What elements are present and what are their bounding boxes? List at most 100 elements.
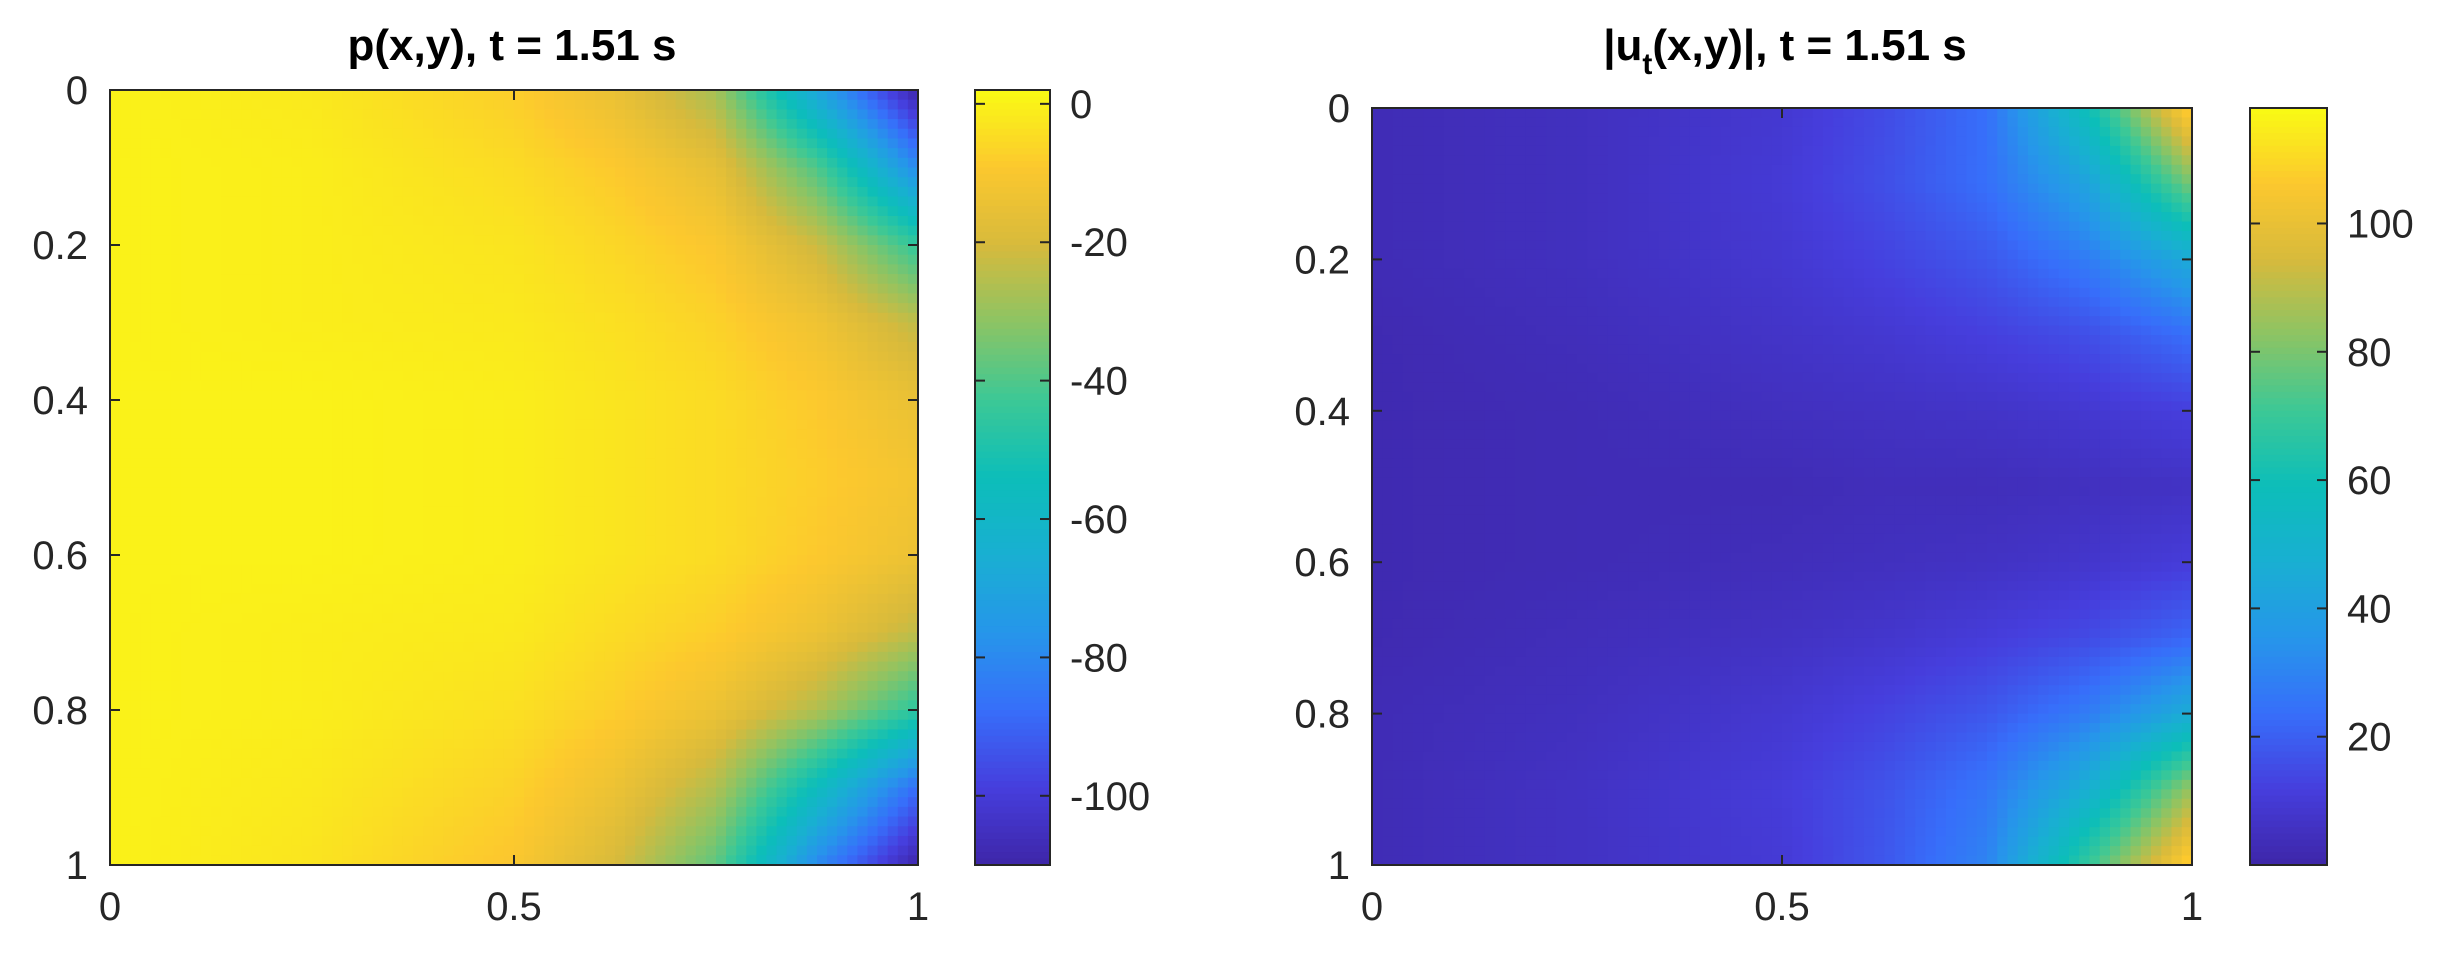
pressure-heatmap-cell — [190, 632, 202, 643]
pressure-heatmap-cell — [322, 264, 333, 275]
pressure-heatmap-cell — [584, 467, 596, 479]
pressure-heatmap-cell — [695, 506, 707, 517]
pressure-heatmap-cell — [443, 603, 454, 614]
pressure-heatmap-cell — [726, 293, 737, 304]
pressure-heatmap-cell — [776, 351, 788, 362]
pressure-heatmap-cell — [837, 361, 848, 372]
pressure-heatmap-cell — [150, 680, 162, 692]
pressure-heatmap-cell — [615, 487, 626, 498]
pressure-heatmap-cell — [817, 642, 828, 653]
pressure-heatmap-cell — [887, 322, 899, 333]
pressure-heatmap-cell — [887, 351, 899, 362]
pressure-heatmap-cell — [685, 642, 697, 653]
pressure-heatmap-cell — [503, 312, 515, 324]
pressure-heatmap-cell — [110, 235, 121, 246]
pressure-heatmap-cell — [443, 167, 454, 178]
pressure-heatmap-cell — [473, 206, 485, 217]
pressure-heatmap-cell — [756, 99, 768, 110]
pressure-heatmap-cell — [271, 99, 283, 110]
pressure-heatmap-cell — [756, 477, 768, 488]
pressure-heatmap-cell — [433, 196, 444, 207]
pressure-heatmap-cell — [524, 264, 535, 275]
pressure-heatmap-cell — [221, 487, 232, 498]
pressure-heatmap-cell — [251, 99, 263, 110]
pressure-heatmap-cell — [796, 293, 808, 304]
pressure-heatmap-cell — [261, 351, 273, 362]
pressure-heatmap-cell — [756, 506, 768, 517]
pressure-heatmap-cell — [685, 584, 697, 595]
pressure-heatmap-cell — [402, 254, 414, 265]
pressure-heatmap-cell — [281, 264, 293, 275]
pressure-heatmap-cell — [806, 90, 818, 101]
pressure-heatmap-cell — [615, 99, 626, 110]
pressure-heatmap-cell — [736, 622, 747, 634]
pressure-heatmap-cell — [241, 496, 252, 508]
pressure-heatmap-cell — [897, 196, 909, 207]
pressure-heatmap-cell — [362, 496, 374, 508]
pressure-heatmap-cell — [837, 390, 848, 401]
pressure-heatmap-cell — [130, 487, 141, 498]
pressure-heatmap-cell — [170, 264, 182, 275]
pressure-heatmap-cell — [493, 574, 505, 585]
pressure-heatmap-cell — [200, 680, 212, 692]
pressure-heatmap-cell — [150, 458, 162, 469]
pressure-heatmap-cell — [433, 148, 444, 159]
pressure-heatmap-cell — [716, 438, 727, 450]
pressure-heatmap-cell — [382, 458, 394, 469]
pressure-heatmap-cell — [817, 555, 828, 566]
pressure-heatmap-cell — [463, 380, 475, 391]
pressure-heatmap-cell — [544, 206, 555, 217]
pressure-heatmap-cell — [887, 622, 899, 634]
pressure-heatmap-cell — [574, 477, 586, 488]
pressure-heatmap-cell — [665, 312, 677, 324]
pressure-heatmap-cell — [301, 603, 313, 614]
pressure-heatmap-cell — [716, 680, 727, 692]
pressure-heatmap-cell — [867, 341, 879, 353]
pressure-heatmap-cell — [897, 593, 909, 605]
pressure-heatmap-cell — [322, 351, 333, 362]
pressure-heatmap-cell — [170, 651, 182, 663]
pressure-heatmap-cell — [655, 409, 667, 420]
pressure-heatmap-cell — [695, 535, 707, 546]
pressure-heatmap-cell — [584, 215, 596, 227]
pressure-heatmap-cell — [665, 487, 677, 498]
pressure-heatmap-cell — [665, 332, 677, 343]
pressure-heatmap-cell — [625, 225, 636, 236]
pressure-heatmap-cell — [503, 206, 515, 217]
pressure-heatmap-cell — [604, 448, 616, 459]
pressure-heatmap-cell — [564, 535, 576, 546]
pressure-heatmap-cell — [847, 264, 858, 275]
pressure-heatmap-cell — [271, 148, 283, 159]
pressure-heatmap-cell — [514, 90, 525, 101]
pressure-heatmap-cell — [271, 177, 283, 188]
pressure-heatmap-cell — [493, 651, 505, 663]
pressure-heatmap-cell — [241, 293, 252, 304]
pressure-heatmap-cell — [261, 477, 273, 488]
pressure-heatmap-cell — [221, 400, 232, 411]
pressure-heatmap-cell — [382, 177, 394, 188]
pressure-heatmap-cell — [312, 516, 323, 527]
pressure-heatmap-cell — [443, 186, 454, 198]
pressure-heatmap-cell — [756, 574, 768, 585]
pressure-heatmap-cell — [817, 215, 828, 227]
pressure-heatmap-cell — [594, 264, 606, 275]
pressure-heatmap-cell — [827, 196, 838, 207]
pressure-heatmap-cell — [736, 90, 747, 101]
pressure-heatmap-cell — [392, 690, 404, 701]
pressure-heatmap-cell — [736, 157, 747, 169]
pressure-heatmap-cell — [867, 564, 879, 575]
pressure-heatmap-cell — [594, 661, 606, 672]
pressure-heatmap-cell — [140, 458, 151, 469]
pressure-heatmap-cell — [322, 496, 333, 508]
pressure-heatmap-cell — [150, 651, 162, 663]
pressure-heatmap-cell — [615, 525, 626, 537]
pressure-heatmap-cell — [514, 293, 525, 304]
pressure-heatmap-cell — [463, 225, 475, 236]
pressure-heatmap-cell — [594, 632, 606, 643]
pressure-heatmap-cell — [594, 535, 606, 546]
pressure-heatmap-cell — [695, 90, 707, 101]
pressure-heatmap-cell — [130, 593, 141, 605]
pressure-heatmap-cell — [746, 603, 757, 614]
pressure-heatmap-cell — [645, 506, 656, 517]
pressure-heatmap-cell — [615, 467, 626, 479]
